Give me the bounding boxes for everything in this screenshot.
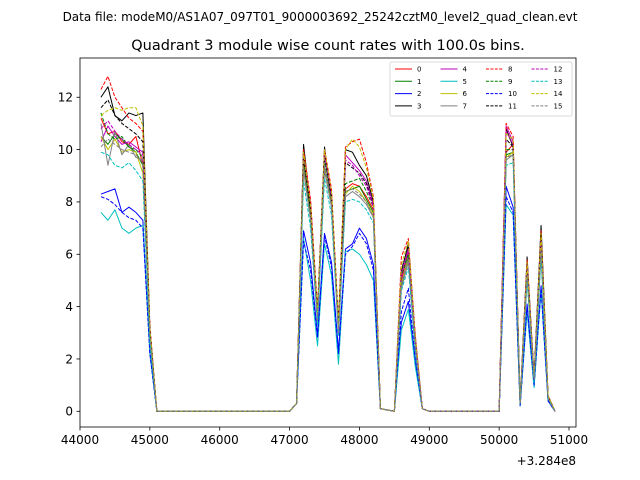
series-lines bbox=[100, 75, 556, 412]
plot-area bbox=[80, 58, 576, 427]
x-tick-label: 45000 bbox=[131, 433, 169, 447]
legend-label-3: 3 bbox=[417, 103, 421, 111]
y-tick-label: 8 bbox=[65, 195, 73, 209]
legend-label-1: 1 bbox=[417, 78, 421, 86]
x-tick-label: 44000 bbox=[61, 433, 99, 447]
series-line-15 bbox=[100, 138, 556, 412]
y-tick-label: 12 bbox=[58, 91, 73, 105]
legend-label-5: 5 bbox=[463, 78, 467, 86]
legend-label-2: 2 bbox=[417, 90, 421, 98]
x-tick-label: 50000 bbox=[480, 433, 518, 447]
x-tick-label: 48000 bbox=[340, 433, 378, 447]
x-tick-label: 46000 bbox=[201, 433, 239, 447]
legend-label-9: 9 bbox=[508, 78, 512, 86]
x-offset-label: +3.284e8 bbox=[517, 454, 576, 468]
legend-label-15: 15 bbox=[554, 103, 563, 111]
y-tick-label: 10 bbox=[58, 143, 73, 157]
legend-label-11: 11 bbox=[508, 103, 517, 111]
x-tick-label: 47000 bbox=[270, 433, 308, 447]
legend-label-4: 4 bbox=[463, 66, 468, 74]
x-tick-label: 51000 bbox=[550, 433, 588, 447]
legend-label-0: 0 bbox=[417, 66, 421, 74]
y-tick-label: 6 bbox=[65, 248, 73, 262]
y-tick-label: 2 bbox=[65, 352, 73, 366]
x-tick-label: 49000 bbox=[410, 433, 448, 447]
y-tick-label: 4 bbox=[65, 300, 73, 314]
legend-label-8: 8 bbox=[508, 66, 512, 74]
legend-label-7: 7 bbox=[463, 103, 467, 111]
suptitle: Data file: modeM0/AS1A07_097T01_90000036… bbox=[63, 10, 578, 24]
legend-box bbox=[389, 61, 573, 117]
y-tick-label: 0 bbox=[65, 405, 73, 419]
legend-label-14: 14 bbox=[554, 90, 563, 98]
axes: 44000 45000 46000 47000 48000 49000 50000 51000… bbox=[58, 57, 588, 447]
legend-label-6: 6 bbox=[463, 90, 468, 98]
series-line-14 bbox=[100, 107, 556, 412]
plot-background bbox=[80, 58, 576, 427]
legend-label-12: 12 bbox=[554, 66, 563, 74]
axes-frame bbox=[79, 57, 577, 428]
chart-title: Quadrant 3 module wise count rates with … bbox=[131, 38, 525, 54]
legend-label-10: 10 bbox=[508, 90, 517, 98]
legend-label-13: 13 bbox=[554, 78, 563, 86]
series-line-9 bbox=[100, 112, 556, 412]
